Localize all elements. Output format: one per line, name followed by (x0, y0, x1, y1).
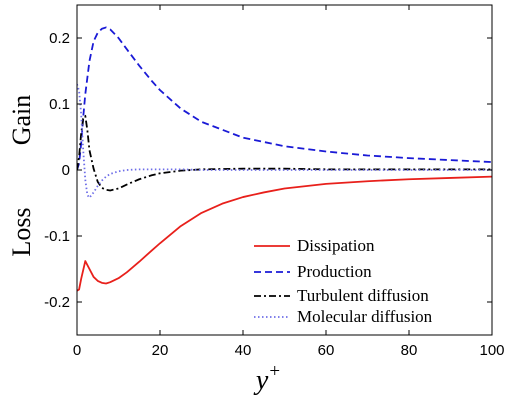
series-production-line (77, 26, 492, 171)
y-axis-label-gain: Gain (7, 95, 36, 146)
x-axis-label-base: y (253, 365, 269, 396)
x-tick-label: 0 (73, 342, 81, 359)
legend-label: Production (297, 262, 372, 281)
x-tick-label: 80 (401, 342, 418, 359)
x-axis-label: y+ (253, 361, 280, 396)
series-layer (77, 26, 492, 292)
series-dissipation-line (77, 175, 492, 292)
y-axis-label-loss: Loss (7, 207, 36, 256)
x-tick-label: 100 (479, 342, 504, 359)
legend: Dissipation Production Turbulent diffusion… (254, 236, 433, 326)
y-tick-label: -0.1 (44, 228, 70, 245)
y-tick-label: 0.1 (49, 96, 70, 113)
legend-label: Turbulent diffusion (297, 286, 429, 305)
x-tick-label: 40 (235, 342, 252, 359)
x-axis-label-sup: + (269, 361, 280, 382)
legend-label: Molecular diffusion (297, 307, 433, 326)
series-molecular-diffusion-line (77, 83, 492, 199)
ticks-layer: 0 20 40 60 80 100 -0.2 -0.1 0 0.1 0.2 (44, 5, 505, 359)
x-tick-label: 20 (152, 342, 169, 359)
y-tick-label: 0.2 (49, 30, 70, 47)
series-turbulent-diffusion-line (77, 114, 492, 192)
x-tick-label: 60 (318, 342, 335, 359)
y-tick-label: -0.2 (44, 294, 70, 311)
legend-label: Dissipation (297, 236, 375, 255)
y-tick-label: 0 (62, 162, 70, 179)
